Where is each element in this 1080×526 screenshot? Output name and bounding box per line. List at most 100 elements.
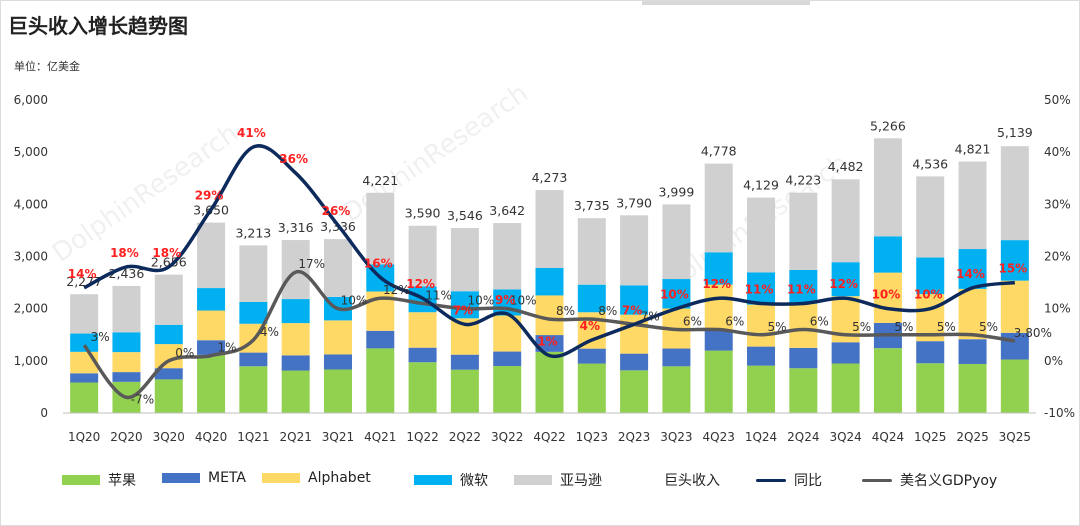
bar-segment xyxy=(281,299,310,324)
x-tick-label: 3Q23 xyxy=(660,430,692,444)
top-scroll-indicator xyxy=(642,0,810,5)
gdp-data-label: 8% xyxy=(598,304,617,318)
legend-item-meta: META xyxy=(162,470,246,486)
bar-segment xyxy=(1000,240,1029,281)
total-label: 4,223 xyxy=(785,173,821,188)
yoy-data-label: 36% xyxy=(279,152,308,166)
bar-segment xyxy=(577,218,606,285)
bar-segment xyxy=(493,365,522,413)
yoy-data-label: 12% xyxy=(829,277,858,291)
bar-segment xyxy=(112,352,141,373)
bar-segment xyxy=(450,228,479,292)
gdp-data-label: 10% xyxy=(468,294,495,308)
yoy-data-label: 29% xyxy=(195,189,224,203)
bar-segment xyxy=(323,369,352,413)
legend-item-alphabet: Alphabet xyxy=(262,470,371,486)
bar-segment xyxy=(239,301,268,324)
legend-label: 巨头收入 xyxy=(664,473,720,489)
gdp-data-label: 4% xyxy=(260,325,279,339)
y-left-tick-label: 2,000 xyxy=(14,302,48,316)
yoy-data-label: 26% xyxy=(322,204,351,218)
total-label: 4,129 xyxy=(743,178,779,193)
legend-item-total: 巨头收入 xyxy=(664,470,720,490)
gdp-data-label: 12% xyxy=(383,283,410,297)
bar-segment xyxy=(747,197,776,273)
gdp-data-label: 0% xyxy=(175,346,194,360)
bar-segment xyxy=(958,161,987,250)
gdp-data-label: 10% xyxy=(510,294,537,308)
total-label: 4,778 xyxy=(701,144,737,159)
gdp-data-label: 3.80% xyxy=(1014,326,1052,340)
bar-segment xyxy=(281,323,310,356)
bar-segment xyxy=(873,236,902,273)
y-right-tick-label: 40% xyxy=(1044,145,1071,159)
bar-segment xyxy=(873,348,902,413)
bar-segment xyxy=(747,346,776,366)
bar-segment xyxy=(154,274,183,325)
legend-label: META xyxy=(208,470,246,486)
total-label: 4,536 xyxy=(912,156,948,171)
gdp-data-label: 5% xyxy=(767,320,786,334)
bar-segment xyxy=(70,373,99,383)
bar-segment xyxy=(408,362,437,413)
yoy-data-label: 41% xyxy=(237,126,266,140)
gdp-yoy-line xyxy=(82,270,1016,400)
bar-segment xyxy=(662,279,691,309)
gdp-data-label: 5% xyxy=(979,320,998,334)
bar-segment xyxy=(154,324,183,345)
yoy-data-label: 18% xyxy=(152,246,181,260)
bar-segment xyxy=(535,351,564,413)
bar-segment xyxy=(408,347,437,363)
x-tick-label: 1Q22 xyxy=(406,430,438,444)
bar-segment xyxy=(197,354,226,413)
bar-segment xyxy=(662,204,691,280)
gdp-data-label: 11% xyxy=(425,288,452,302)
yoy-data-label: 10% xyxy=(914,288,943,302)
bar-segment xyxy=(281,370,310,413)
bar-segment xyxy=(323,320,352,355)
bar-segment xyxy=(1000,359,1029,413)
bar-segment xyxy=(916,363,945,413)
bar-segment xyxy=(831,342,860,364)
gdp-data-label: 6% xyxy=(725,315,744,329)
yoy-data-label: 12% xyxy=(702,277,731,291)
bar-segment xyxy=(662,366,691,413)
bar-segment xyxy=(366,192,395,265)
x-tick-label: 2Q22 xyxy=(449,430,481,444)
bar-segment xyxy=(916,176,945,258)
x-tick-label: 4Q22 xyxy=(533,430,565,444)
chart-legend: 苹果 META Alphabet 微软 亚马逊 巨头收入 同比 美名义GDPyo… xyxy=(0,470,1080,494)
bar-segment xyxy=(704,252,733,285)
x-tick-label: 1Q20 xyxy=(68,430,100,444)
bar-segment xyxy=(408,225,437,287)
bar-segment xyxy=(577,284,606,313)
bar-segment xyxy=(916,257,945,295)
bar-segment xyxy=(197,340,226,355)
bar-segment xyxy=(577,348,606,364)
bar-segment xyxy=(958,249,987,289)
bar-segment xyxy=(112,332,141,353)
bar-segment xyxy=(450,291,479,319)
bar-segment xyxy=(197,310,226,341)
gdp-data-label: 6% xyxy=(810,315,829,329)
legend-label: 亚马逊 xyxy=(560,473,602,489)
yoy-growth-line xyxy=(83,144,1016,359)
bar-segment xyxy=(112,372,141,382)
bar-segment xyxy=(831,262,860,297)
bar-segment xyxy=(323,354,352,370)
bar-segment xyxy=(789,269,818,304)
x-tick-label: 2Q21 xyxy=(279,430,311,444)
total-label: 3,735 xyxy=(574,198,610,213)
bar-segment xyxy=(620,353,649,371)
bar-segment xyxy=(281,240,310,300)
total-label: 4,821 xyxy=(955,142,991,157)
y-left-tick-label: 3,000 xyxy=(14,250,48,264)
unit-label: 单位：亿美金 xyxy=(14,60,80,73)
x-tick-label: 4Q23 xyxy=(703,430,735,444)
bar-segment xyxy=(831,363,860,413)
y-right-tick-label: 0% xyxy=(1044,354,1063,368)
y-left-tick-label: 5,000 xyxy=(14,145,48,159)
bar-segment xyxy=(323,239,352,297)
y-left-tick-label: 0 xyxy=(40,406,48,420)
gdp-data-label: -7% xyxy=(131,392,154,406)
